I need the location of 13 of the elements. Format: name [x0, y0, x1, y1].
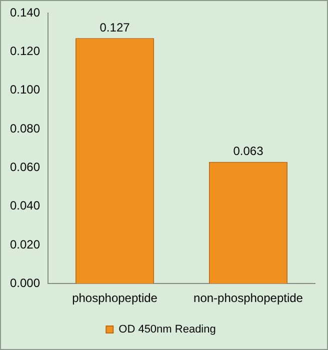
y-tick-label: 0.040 [10, 198, 40, 213]
x-tick-label: non-phosphopeptide [194, 291, 304, 306]
data-label: 0.127 [100, 20, 130, 34]
data-label: 0.063 [233, 144, 264, 158]
y-tick-label: 0.120 [10, 44, 40, 58]
legend-label: OD 450nm Reading [118, 324, 216, 336]
y-tick-label: 0.140 [10, 5, 40, 20]
y-tick-label: 0.060 [10, 160, 40, 174]
y-tick-label: 0.100 [10, 82, 40, 97]
y-tick-label: 0.020 [10, 237, 40, 252]
x-tick-label: phosphopeptide [72, 291, 158, 306]
y-tick-label: 0.080 [10, 121, 40, 136]
y-tick-label: 0.000 [10, 276, 40, 290]
